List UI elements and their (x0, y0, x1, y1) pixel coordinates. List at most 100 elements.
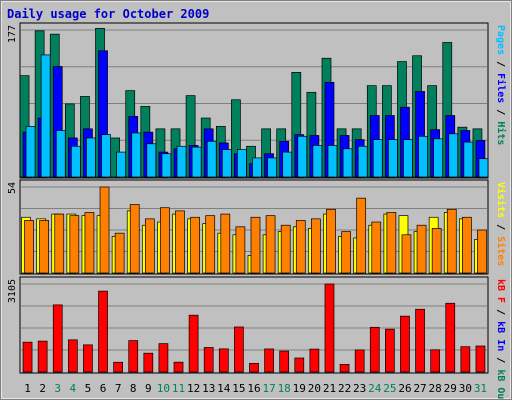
x-label-day-22: 22 (338, 382, 351, 395)
x-label-day-4: 4 (70, 382, 77, 395)
x-label-day-21: 21 (323, 382, 336, 395)
x-label-day-3: 3 (54, 382, 61, 395)
bar-pages-day-10 (161, 153, 172, 178)
bar-kb-f-day-12 (188, 314, 199, 373)
bar-pages-day-12 (191, 146, 202, 178)
x-label-day-31: 31 (474, 382, 487, 395)
bar-sites-day-8 (129, 204, 140, 274)
x-label-day-25: 25 (383, 382, 396, 395)
x-label-day-29: 29 (444, 382, 457, 395)
chart-title: Daily usage for October 2009 (7, 7, 209, 21)
x-label-day-15: 15 (232, 382, 245, 395)
bar-pages-day-1 (25, 125, 36, 178)
bar-pages-day-13 (206, 140, 217, 178)
bar-sites-day-5 (84, 212, 95, 274)
top-legend-part: Files (495, 73, 507, 103)
bottom-legend-part: / (495, 303, 506, 321)
bar-sites-day-29 (446, 208, 457, 274)
bar-sites-day-1 (24, 220, 34, 274)
middle-panel: 54 Visits / Sites (7, 179, 507, 275)
bar-sites-day-13 (205, 215, 216, 274)
bar-sites-day-15 (235, 226, 246, 274)
bar-pages-day-19 (297, 135, 308, 178)
middle-legend-label: Visits / Sites (495, 182, 507, 266)
bar-sites-day-20 (311, 218, 321, 274)
bar-pages-day-21 (327, 145, 338, 178)
x-axis-labels: 1 2 3 4 5 6 7 8 9 10 11 12 13 14 15 16 17 18 19 20 21 22 23 24 2… (24, 382, 487, 395)
bar-kb-f-day-14 (218, 348, 229, 373)
middle-legend-part: / (495, 218, 506, 236)
bar-sites-day-16 (250, 216, 261, 274)
bar-kb-f-day-7 (113, 361, 123, 373)
bar-kb-f-day-10 (158, 343, 169, 373)
bar-pages-day-16 (252, 157, 262, 178)
bar-pages-day-3 (55, 130, 66, 178)
x-label-day-18: 18 (278, 382, 291, 395)
bar-pages-day-29 (448, 133, 459, 178)
bar-sites-day-24 (371, 221, 382, 274)
bottom-legend-part: / (495, 351, 506, 369)
top-legend-label: Pages / Files / Hits (495, 25, 507, 145)
bar-pages-day-2 (40, 54, 51, 178)
bottom-legend-label: kB F / kB In / kB Out (495, 279, 506, 400)
bar-kb-f-day-27 (415, 308, 425, 373)
bar-kb-f-day-22 (339, 364, 350, 373)
x-label-day-28: 28 (429, 382, 442, 395)
bar-kb-f-day-17 (264, 348, 274, 373)
bottom-legend-part: kB Out (495, 369, 506, 400)
x-label-day-6: 6 (100, 382, 107, 395)
bar-kb-f-day-8 (128, 340, 139, 373)
bar-sites-day-31 (477, 229, 487, 274)
bar-kb-f-day-30 (460, 346, 471, 373)
bar-kb-f-day-11 (173, 361, 184, 373)
bar-pages-day-25 (388, 139, 398, 178)
bottom-legend-part: kB In (495, 321, 506, 351)
x-label-day-19: 19 (293, 382, 306, 395)
bar-pages-day-24 (372, 139, 383, 178)
x-label-day-20: 20 (308, 382, 321, 395)
bar-kb-f-day-21 (324, 283, 335, 373)
x-label-day-26: 26 (398, 382, 411, 395)
x-label-day-14: 14 (217, 382, 231, 395)
x-label-day-8: 8 (130, 382, 137, 395)
bar-kb-f-day-9 (143, 352, 154, 373)
x-label-day-9: 9 (145, 382, 152, 395)
bar-pages-day-27 (418, 135, 428, 178)
bar-sites-day-9 (144, 218, 155, 274)
x-label-day-16: 16 (247, 382, 260, 395)
bar-kb-f-day-24 (369, 326, 380, 373)
bar-sites-day-26 (401, 234, 412, 274)
top-legend-part: / (495, 55, 506, 73)
x-label-day-13: 13 (202, 382, 215, 395)
bar-kb-f-day-15 (234, 326, 244, 373)
top-max-label: 177 (7, 25, 18, 43)
bar-kb-f-day-4 (67, 339, 78, 373)
bar-sites-day-19 (295, 220, 306, 274)
x-label-day-7: 7 (115, 382, 122, 395)
x-label-day-17: 17 (262, 382, 275, 395)
bar-pages-day-6 (101, 134, 111, 178)
bar-pages-day-20 (312, 145, 323, 178)
bar-kb-f-day-3 (52, 304, 63, 373)
bar-pages-day-15 (237, 149, 247, 178)
x-label-day-12: 12 (187, 382, 200, 395)
bar-kb-f-day-29 (445, 302, 456, 373)
bar-kb-f-day-18 (279, 350, 290, 373)
bar-kb-f-day-6 (98, 290, 108, 373)
bar-kb-f-day-25 (385, 328, 395, 373)
bar-sites-day-23 (356, 197, 367, 274)
bar-sites-day-21 (326, 208, 336, 274)
bottom-panel: 3105 kB F / kB In / kB Out (7, 276, 506, 405)
bar-sites-day-7 (114, 232, 125, 274)
bar-sites-day-22 (341, 231, 351, 274)
middle-max-label: 54 (7, 182, 18, 194)
bar-pages-day-18 (282, 151, 293, 178)
bar-sites-day-28 (431, 228, 442, 274)
bar-sites-day-10 (160, 207, 170, 274)
bar-kb-f-day-28 (430, 349, 441, 373)
bar-pages-day-31 (478, 158, 489, 178)
bar-sites-day-6 (99, 186, 110, 274)
bar-pages-day-26 (403, 139, 413, 178)
bottom-panel-frame (19, 276, 489, 374)
